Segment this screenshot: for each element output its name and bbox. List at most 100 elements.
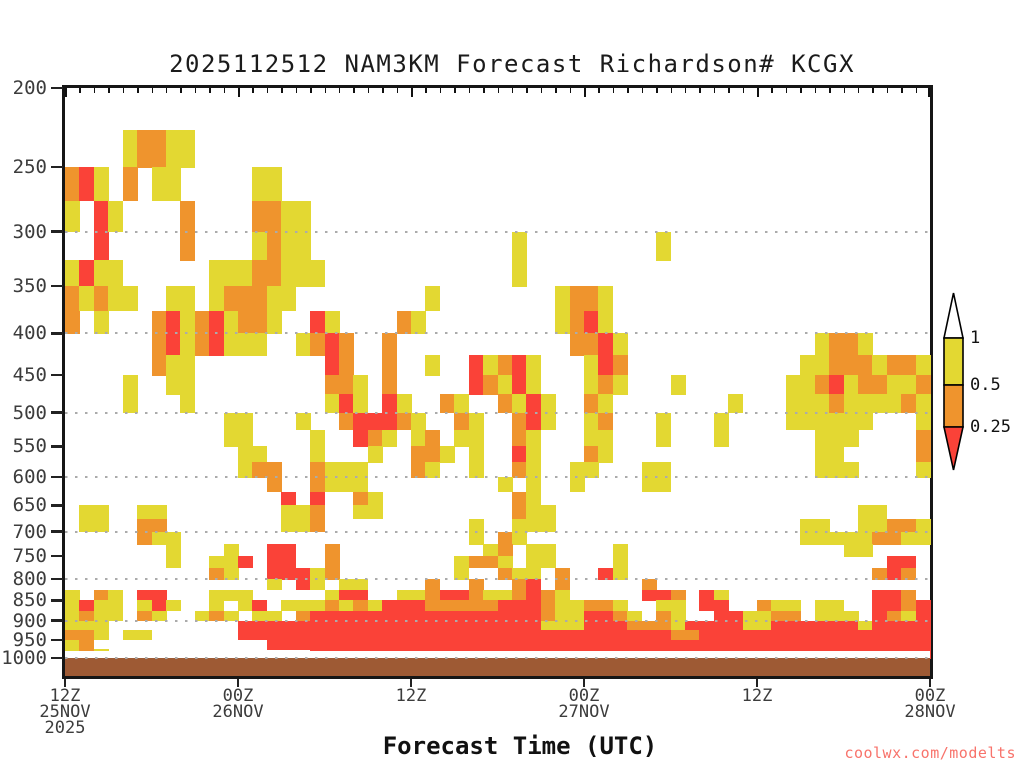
heatmap-cell — [266, 567, 311, 580]
heatmap-cell — [79, 259, 95, 287]
heatmap-cell — [915, 518, 931, 533]
heatmap-cell — [65, 639, 81, 650]
heatmap-cell — [137, 589, 167, 602]
y-tick-label: 750 — [12, 545, 47, 568]
heatmap-cell — [180, 231, 196, 261]
heatmap-cell — [310, 429, 326, 447]
heatmap-cell — [627, 610, 643, 622]
heatmap-cell — [511, 375, 527, 395]
heatmap-cell — [353, 600, 369, 612]
heatmap-cell — [411, 429, 427, 447]
heatmap-cell — [266, 286, 297, 312]
y-tick-500 — [51, 411, 63, 414]
heatmap-cell — [612, 567, 628, 580]
x-minor-tick-top — [728, 88, 730, 93]
heatmap-cell — [656, 429, 672, 447]
heatmap-cell — [454, 394, 470, 414]
heatmap-cell — [872, 567, 888, 580]
heatmap-cell — [223, 310, 239, 335]
x-minor-tick-top — [137, 88, 139, 93]
heatmap-cell — [137, 505, 167, 520]
x-minor-tick-top — [310, 88, 312, 93]
heatmap-cell — [901, 567, 917, 580]
x-minor-tick-top — [439, 88, 442, 93]
heatmap-cell — [65, 610, 81, 622]
heatmap-cell — [814, 462, 859, 478]
heatmap-cell — [411, 310, 427, 335]
y-tick-label: 250 — [12, 156, 47, 179]
heatmap-cell — [713, 429, 729, 447]
heatmap-cell — [79, 286, 95, 312]
heatmap-cell — [886, 556, 917, 569]
x-minor-tick-top — [829, 88, 831, 93]
heatmap-cell — [699, 589, 715, 602]
gridline-500hpa — [65, 411, 930, 414]
heatmap-cell — [295, 578, 311, 591]
heatmap-cell — [627, 620, 672, 631]
heatmap-cell — [526, 556, 556, 569]
heatmap-cell — [641, 477, 672, 493]
surface-white-gap — [65, 651, 930, 658]
heatmap-cell — [641, 578, 657, 591]
heatmap-cell — [165, 354, 196, 376]
heatmap-cell — [324, 556, 340, 569]
heatmap-cell — [223, 333, 268, 356]
heatmap-cell — [511, 505, 527, 520]
heatmap-cell — [497, 394, 513, 414]
heatmap-cell — [886, 375, 917, 395]
heatmap-cell — [151, 610, 167, 622]
heatmap-cell — [65, 259, 81, 287]
heatmap-cell — [209, 610, 225, 622]
x-tick-label-line: 25NOV — [39, 702, 91, 722]
x-minor-tick-top — [266, 88, 269, 93]
x-minor-tick-top — [670, 88, 672, 93]
y-tick-800 — [51, 577, 63, 581]
y-tick-label: 600 — [12, 466, 47, 489]
heatmap-cell — [194, 310, 210, 335]
heatmap-cell — [396, 310, 412, 335]
heatmap-cell — [65, 286, 81, 312]
heatmap-cell — [93, 310, 109, 335]
x-tick-label-line: 27NOV — [558, 702, 610, 722]
heatmap-cell — [411, 446, 441, 463]
heatmap-cell — [526, 394, 542, 414]
heatmap-cell — [886, 354, 917, 376]
gridline-600hpa — [65, 476, 930, 479]
heatmap-cell — [353, 505, 383, 520]
x-tick-label-line: 00Z — [568, 686, 600, 706]
heatmap-cell — [252, 610, 282, 622]
heatmap-cell — [439, 589, 470, 602]
x-tick-label-line: 12Z — [49, 686, 81, 706]
heatmap-cell — [483, 544, 499, 557]
heatmap-cell — [497, 477, 513, 493]
heatmap-cell — [165, 129, 196, 168]
y-tick-label: 400 — [12, 322, 47, 345]
heatmap-cell — [194, 333, 210, 356]
heatmap-cell — [367, 446, 383, 463]
y-tick-550 — [51, 445, 63, 448]
richardson-colorbar — [943, 292, 964, 471]
x-tick-36h — [583, 679, 585, 687]
heatmap-cell — [612, 556, 628, 569]
x-minor-tick-top — [785, 88, 788, 93]
heatmap-cell — [771, 600, 801, 612]
heatmap-cell — [511, 429, 527, 447]
heatmap-cell — [468, 578, 484, 591]
x-minor-tick-top — [281, 88, 283, 93]
heatmap-cell — [612, 375, 628, 395]
heatmap-cell — [670, 620, 686, 631]
heatmap-cell — [785, 412, 873, 431]
heatmap-cell — [425, 578, 441, 591]
y-tick-300 — [51, 230, 63, 233]
heatmap-cell — [425, 429, 441, 447]
heatmap-cell — [425, 589, 441, 602]
y-tick-label: 550 — [12, 435, 47, 458]
x-axis-title: Forecast Time (UTC) — [382, 732, 658, 760]
heatmap-cell — [454, 429, 484, 447]
heatmap-cell — [511, 394, 527, 414]
heatmap-cell — [814, 610, 859, 622]
heatmap-cell — [137, 600, 153, 612]
y-tick-450 — [51, 373, 63, 377]
heatmap-cell — [252, 259, 282, 287]
